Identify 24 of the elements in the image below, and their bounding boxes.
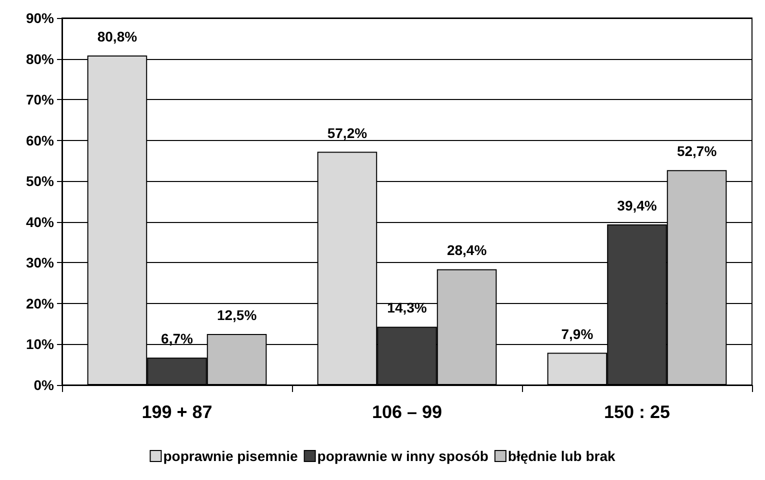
x-tick-label: 150 : 25 xyxy=(604,402,670,422)
data-label: 57,2% xyxy=(327,124,368,141)
y-tick-label: 80% xyxy=(26,50,55,67)
data-label: 39,4% xyxy=(617,197,658,214)
y-tick-label: 40% xyxy=(26,214,55,230)
y-tick-label: 20% xyxy=(26,295,55,312)
data-label: 12,5% xyxy=(216,307,258,324)
data-label: 6,7% xyxy=(161,330,194,347)
legend-label: poprawnie w inny sposób xyxy=(317,448,488,464)
y-tick-label: 10% xyxy=(26,336,55,352)
y-tick-label: 30% xyxy=(26,254,55,271)
legend-label: błędnie lub brak xyxy=(508,448,616,464)
y-tick-label: 50% xyxy=(26,173,55,190)
y-tick-label: 60% xyxy=(26,132,55,148)
y-tick-label: 0% xyxy=(34,377,55,393)
legend-label: poprawnie pisemnie xyxy=(163,448,298,464)
x-tick-label: 106 – 99 xyxy=(372,402,442,422)
y-tick-label: 90% xyxy=(26,10,55,26)
data-label: 80,8% xyxy=(97,28,138,45)
data-label: 52,7% xyxy=(676,143,718,160)
data-label: 7,9% xyxy=(561,326,594,342)
x-tick-label: 199 + 87 xyxy=(142,402,212,422)
y-tick-label: 70% xyxy=(26,92,55,108)
data-label: 28,4% xyxy=(446,242,488,258)
